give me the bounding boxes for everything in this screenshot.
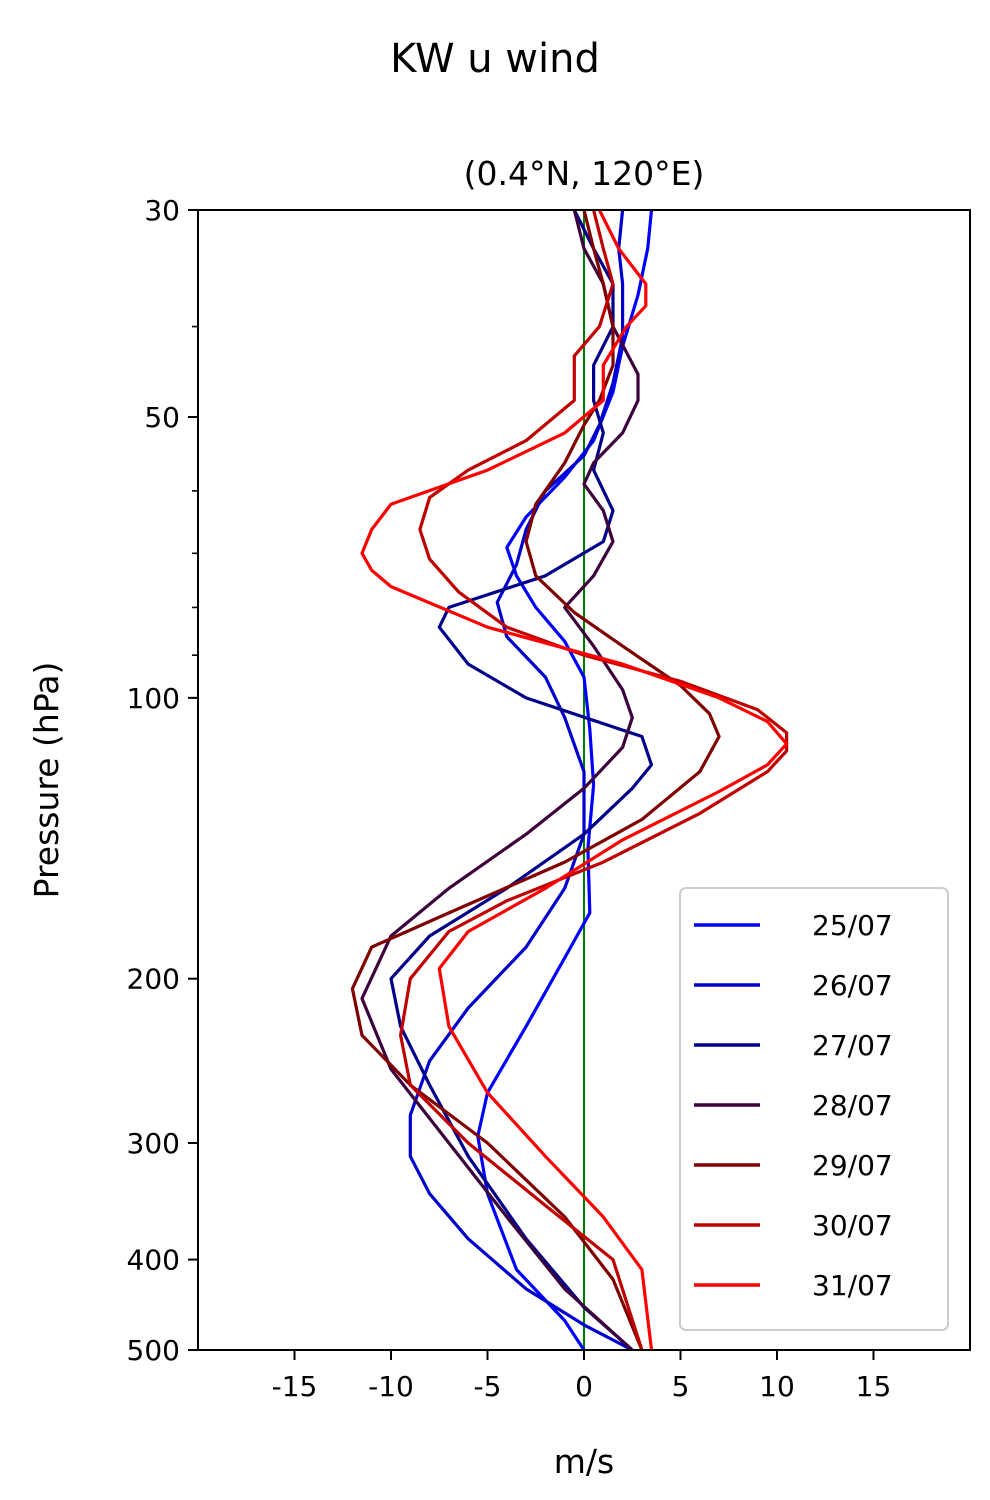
legend-box bbox=[679, 887, 949, 1331]
chart-suptitle: KW u wind bbox=[390, 36, 600, 82]
chart-title: (0.4°N, 120°E) bbox=[464, 154, 705, 193]
series-group bbox=[350, 210, 789, 1350]
x-tick-label: 5 bbox=[672, 1370, 690, 1403]
y-tick-label: 30 bbox=[144, 194, 180, 227]
series-line-26-07 bbox=[408, 210, 634, 1350]
y-tick-label: 400 bbox=[127, 1244, 180, 1277]
legend-label: 25/07 bbox=[812, 909, 893, 942]
legend: 25/07 26/07 27/07 28/07 29/07 30/07 31/07 bbox=[679, 887, 949, 1331]
series-line-27-07 bbox=[389, 210, 654, 1350]
plot-area: -15 -10 -5 0 5 10 15 30 50 100 200 300 400 500 bbox=[127, 194, 971, 1403]
series-line-29-07 bbox=[350, 210, 721, 1350]
legend-label: 26/07 bbox=[812, 969, 893, 1002]
y-tick-label: 500 bbox=[127, 1334, 180, 1367]
legend-label: 27/07 bbox=[812, 1029, 893, 1062]
y-tick-label: 300 bbox=[127, 1127, 180, 1160]
y-tick-label: 200 bbox=[127, 963, 180, 996]
x-tick-label: 15 bbox=[856, 1370, 892, 1403]
y-tick-label: 100 bbox=[127, 682, 180, 715]
y-axis-label: Pressure (hPa) bbox=[27, 662, 66, 899]
legend-label: 30/07 bbox=[812, 1209, 893, 1242]
x-tick-label: 10 bbox=[759, 1370, 795, 1403]
series-line-25-07 bbox=[476, 210, 654, 1350]
x-tick-label: -15 bbox=[272, 1370, 318, 1403]
series-line-30-07 bbox=[399, 210, 789, 1350]
legend-label: 31/07 bbox=[812, 1269, 893, 1302]
y-tick-label: 50 bbox=[144, 401, 180, 434]
series-line-31-07 bbox=[360, 210, 789, 1350]
x-tick-label: -10 bbox=[368, 1370, 414, 1403]
x-tick-label: -5 bbox=[474, 1370, 502, 1403]
x-axis-label: m/s bbox=[554, 1442, 614, 1481]
x-tick-label: 0 bbox=[575, 1370, 593, 1403]
series-line-28-07 bbox=[360, 210, 640, 1350]
legend-label: 28/07 bbox=[812, 1089, 893, 1122]
legend-label: 29/07 bbox=[812, 1149, 893, 1182]
